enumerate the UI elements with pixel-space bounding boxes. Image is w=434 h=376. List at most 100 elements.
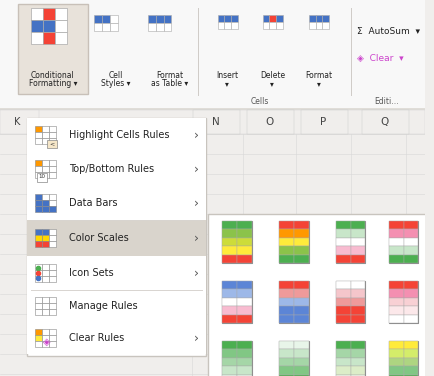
Bar [294,349,309,358]
Bar [27,256,206,290]
Bar [42,329,49,335]
Bar [279,281,309,323]
Bar [42,297,49,303]
Bar [279,366,294,374]
Text: Cell: Cell [108,71,123,80]
Bar [279,349,294,358]
Bar [156,23,164,31]
Bar [336,255,351,263]
Bar [49,241,56,247]
Text: Conditional: Conditional [31,71,75,80]
Bar [301,110,348,134]
Bar [102,23,110,31]
Bar [49,166,56,172]
Bar [49,200,56,206]
Bar [389,306,404,315]
Bar [404,306,418,315]
Bar [0,0,425,110]
Bar [222,374,237,376]
Bar [224,15,231,22]
Bar [222,290,237,298]
Bar [279,255,294,263]
Bar [237,255,252,263]
Bar [35,329,42,335]
Bar [294,366,309,374]
Bar [35,166,42,172]
Bar [404,290,418,298]
Bar [90,4,141,94]
Bar [222,221,252,263]
Text: ▾: ▾ [316,79,320,88]
Bar [55,20,67,32]
Bar [389,255,404,263]
Bar [351,306,365,315]
Bar [389,341,404,349]
Bar [55,32,67,44]
Bar [222,281,252,323]
Bar [237,349,252,358]
Bar [336,281,365,323]
Bar [336,221,351,229]
Bar [336,306,351,315]
Bar [294,255,309,263]
Bar [27,118,206,152]
Bar [49,132,56,138]
Bar [0,110,39,134]
Bar [42,200,49,206]
Bar [351,255,365,263]
Bar [351,349,365,358]
Bar [270,22,276,29]
Bar [222,349,237,358]
Bar [222,315,237,323]
Bar [294,298,309,306]
Bar [237,290,252,298]
Bar [49,329,56,335]
Bar [389,315,404,323]
Bar [237,298,252,306]
Bar [237,374,252,376]
Bar [404,255,418,263]
Bar [294,290,309,298]
Bar [336,366,351,374]
Bar [336,229,351,238]
Text: as Table ▾: as Table ▾ [151,79,188,88]
Bar [351,298,365,306]
Bar [276,22,283,29]
Bar [222,255,237,263]
Text: Delete: Delete [260,71,285,80]
Bar [43,32,55,44]
Bar [222,238,237,246]
Bar [336,358,351,366]
Bar [49,264,56,270]
Text: ›: › [194,197,198,209]
Bar [27,118,206,356]
Bar [237,221,252,229]
Bar [35,264,42,270]
Bar [237,306,252,315]
Bar [404,221,418,229]
Bar [351,221,365,229]
Bar [42,206,49,212]
Bar [309,15,316,22]
Bar [389,281,404,290]
Bar [35,309,42,315]
Text: ›: › [194,129,198,141]
Bar [49,309,56,315]
Bar [42,276,49,282]
Bar [224,22,231,29]
Text: Q: Q [380,117,388,127]
Bar [42,166,49,172]
Bar [351,290,365,298]
Text: Clear Rules: Clear Rules [69,333,124,343]
Text: Insert: Insert [216,71,238,80]
Bar [49,270,56,276]
Bar [35,172,42,178]
Bar [110,15,118,23]
Bar [35,297,42,303]
Bar [237,281,252,290]
Text: Cells: Cells [250,97,269,106]
Bar [222,341,252,376]
Bar [279,229,294,238]
Text: Color Scales: Color Scales [69,233,128,243]
Bar [35,303,42,309]
